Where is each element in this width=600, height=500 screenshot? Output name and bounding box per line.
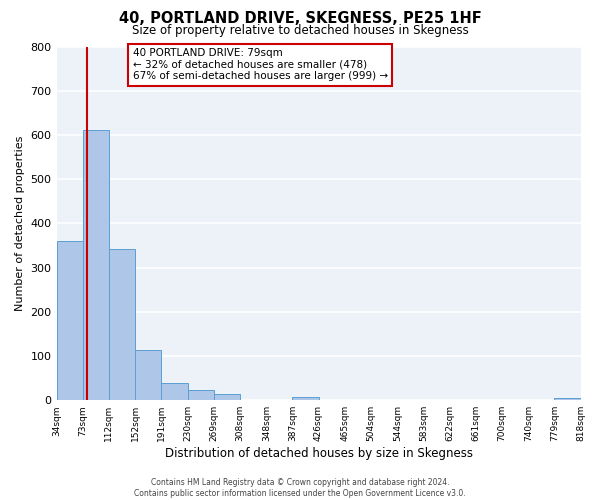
Bar: [161, 382, 188, 400]
Text: 40, PORTLAND DRIVE, SKEGNESS, PE25 1HF: 40, PORTLAND DRIVE, SKEGNESS, PE25 1HF: [119, 11, 481, 26]
Text: 40 PORTLAND DRIVE: 79sqm
← 32% of detached houses are smaller (478)
67% of semi-: 40 PORTLAND DRIVE: 79sqm ← 32% of detach…: [133, 48, 388, 82]
X-axis label: Distribution of detached houses by size in Skegness: Distribution of detached houses by size …: [164, 447, 473, 460]
Bar: [292, 396, 319, 400]
Bar: [136, 350, 161, 400]
Text: Size of property relative to detached houses in Skegness: Size of property relative to detached ho…: [131, 24, 469, 37]
Bar: [188, 390, 214, 400]
Bar: [109, 248, 135, 400]
Text: Contains HM Land Registry data © Crown copyright and database right 2024.
Contai: Contains HM Land Registry data © Crown c…: [134, 478, 466, 498]
Bar: [56, 241, 83, 400]
Y-axis label: Number of detached properties: Number of detached properties: [15, 136, 25, 311]
Bar: [554, 398, 581, 400]
Bar: [214, 394, 239, 400]
Bar: [83, 130, 109, 400]
